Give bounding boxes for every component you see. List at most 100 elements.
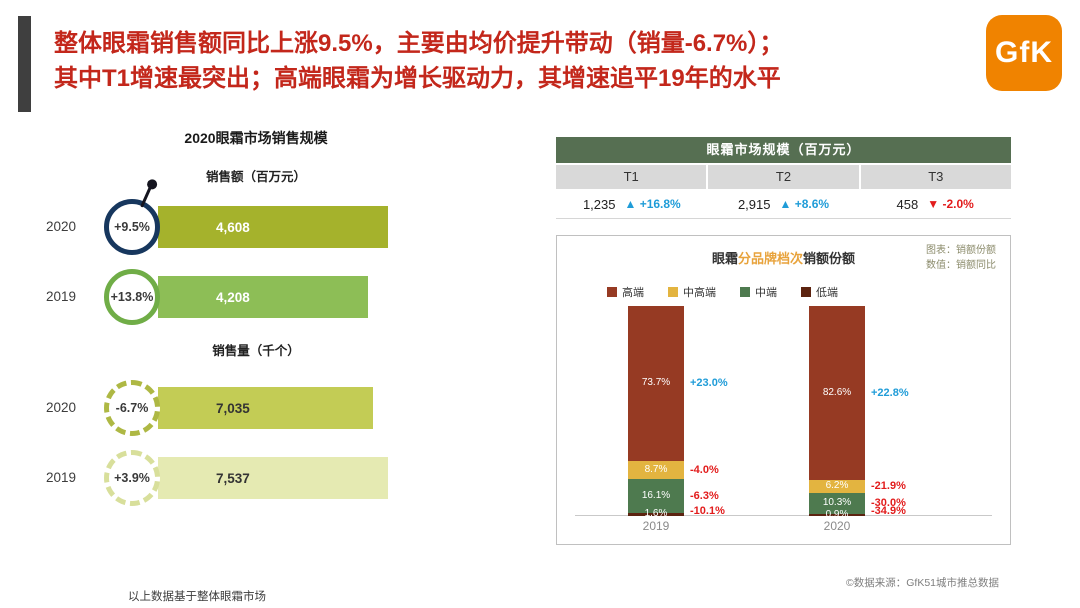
col-header-t2: T2 [708,165,859,189]
bar-2019: 73.7% 8.7% 16.1% 1.6% [628,305,684,519]
volume-bar-2019: 7,537 [158,457,388,499]
x-tick-2020: 2020 [823,519,851,533]
segment-low: 1.6% [628,509,684,519]
yoy-label: -6.3% [690,489,719,502]
t2-value: 2,915 [737,196,771,212]
bar-value: 4,608 [216,219,250,235]
sales-bar-2020: 4,608 [158,206,388,248]
segment-midhigh: 8.7% [628,460,684,479]
year-label: 2020 [46,400,77,415]
yoy-badge-label: -6.7% [115,401,149,415]
year-label: 2019 [46,470,77,485]
stacked-chart: 眼霜分品牌档次销额份额 图表：销额份额 数值：销额同比 高端 中高端 中端 低端… [556,235,1011,545]
segment-low: 0.9% [809,510,865,520]
legend-label: 中端 [755,287,777,299]
segment-label: 10.3% [822,497,852,509]
legend-label: 高端 [622,287,644,299]
bar-value: 7,035 [216,400,250,416]
volume-row-2020: 2020 7,035 -6.7% [40,380,460,436]
t2-value-cell: 2,915 ▲ +8.6% [708,190,860,218]
stacked-chart-title: 眼霜分品牌档次销额份额 [557,248,1010,267]
left-chart-title: 2020眼霜市场销售规模 [184,130,328,146]
segment-label: 6.2% [825,480,849,492]
yoy-label: +22.8% [871,386,909,399]
footnote: 以上数据基于整体眼霜市场 [128,591,266,603]
segment-high: 82.6% [809,306,865,480]
bar-value: 7,537 [216,470,250,486]
page-title-line2: 其中T1增速最突出；高端眼霜为增长驱动力，其增速追平19年的水平 [54,65,781,92]
market-size-table: 眼霜市场规模（百万元） T1 T2 T3 1,235 ▲ +16.8% 2,91… [556,137,1011,219]
t1-value-cell: 1,235 ▲ +16.8% [556,190,708,218]
yoy-badge-label: +9.5% [114,220,150,234]
t2-change: ▲ +8.6% [779,197,830,211]
t1-change: ▲ +16.8% [624,197,681,211]
bar-value: 4,208 [216,289,250,305]
segment-midhigh: 6.2% [809,479,865,493]
t3-value: 458 [896,196,919,212]
legend-label: 低端 [816,287,838,299]
t1-value: 1,235 [582,196,616,212]
title-highlight: 分品牌档次 [737,251,803,266]
plot-area: 73.7% 8.7% 16.1% 1.6% +23.0% -4.0% -6.3%… [557,305,1010,533]
title-suffix: 销额份额 [803,251,856,266]
segment-label: 73.7% [641,377,671,389]
segment-mid: 16.1% [628,478,684,513]
year-label: 2020 [46,219,77,234]
legend: 高端 中高端 中端 低端 [607,284,838,300]
segment-label: 0.9% [825,509,849,521]
yoy-badge-label: +13.8% [110,290,154,304]
sales-bar-2019: 4,208 [158,276,368,318]
legend-item-midhigh: 中高端 [668,284,716,300]
page-title: 整体眼霜销售额同比上涨9.5%，主要由均价提升带动（销量-6.7%）； 其中T1… [54,26,954,96]
legend-item-high: 高端 [607,284,644,300]
page-title-line1: 整体眼霜销售额同比上涨9.5%，主要由均价提升带动（销量-6.7%）； [54,30,784,57]
yoy-label: -10.1% [690,505,725,517]
yoy-labels-2020: +22.8% -21.9% -30.0% -34.9% [869,306,935,517]
yoy-badge: +13.8% [104,269,160,325]
yoy-label: -4.0% [690,463,719,476]
data-source: ©数据来源：GfK51城市推总数据 [846,577,1000,589]
segment-mid: 10.3% [809,492,865,515]
table-value-row: 1,235 ▲ +16.8% 2,915 ▲ +8.6% 458 ▼ -2.0% [556,190,1011,219]
yoy-badge-label: +3.9% [114,471,150,485]
chart-notes: 图表：销额份额 数值：销额同比 [926,243,996,273]
x-axis-line [575,515,992,516]
col-header-t3: T3 [860,165,1011,189]
title-accent-bar [18,16,31,112]
volume-subtitle: 销售量（千个） [212,344,300,358]
legend-swatch [668,287,678,297]
segment-label: 8.7% [644,463,668,475]
title-prefix: 眼霜 [711,251,738,266]
table-title: 眼霜市场规模（百万元） [556,137,1011,163]
segment-high: 73.7% [628,305,684,461]
volume-row-2019: 2019 7,537 +3.9% [40,450,460,506]
sales-subtitle: 销售额（百万元） [205,170,306,184]
volume-bar-2020: 7,035 [158,387,373,429]
segment-label: 1.6% [644,508,668,520]
segment-label: 82.6% [822,386,852,398]
stacked-bar-2020: 82.6% 6.2% 10.3% 0.9% +22.8% -21.9% -30.… [809,306,909,533]
yoy-label: -34.9% [871,505,906,517]
gfk-logo: GfK [986,15,1062,91]
yoy-badge: -6.7% [104,380,160,436]
gfk-logo-text: GfK [995,36,1053,69]
t3-value-cell: 458 ▼ -2.0% [859,190,1011,218]
legend-item-mid: 中端 [740,284,777,300]
stacked-bar-2019: 73.7% 8.7% 16.1% 1.6% +23.0% -4.0% -6.3%… [628,305,728,533]
x-tick-2019: 2019 [642,519,670,533]
yoy-label: -21.9% [871,480,906,492]
bar-2020: 82.6% 6.2% 10.3% 0.9% [809,306,865,520]
sales-row-2020: 2020 4,608 +9.5% [40,185,460,255]
legend-item-low: 低端 [801,284,838,300]
yoy-label: -30.0% [871,497,906,510]
yoy-label: +23.0% [690,377,728,390]
t3-change: ▼ -2.0% [927,197,974,211]
legend-swatch [801,287,811,297]
yoy-labels-2019: +23.0% -4.0% -6.3% -10.1% [688,306,754,517]
note-line2: 数值：销额同比 [926,260,996,271]
legend-swatch [740,287,750,297]
col-header-t1: T1 [556,165,707,189]
year-label: 2019 [46,289,77,304]
legend-label: 中高端 [683,287,716,299]
